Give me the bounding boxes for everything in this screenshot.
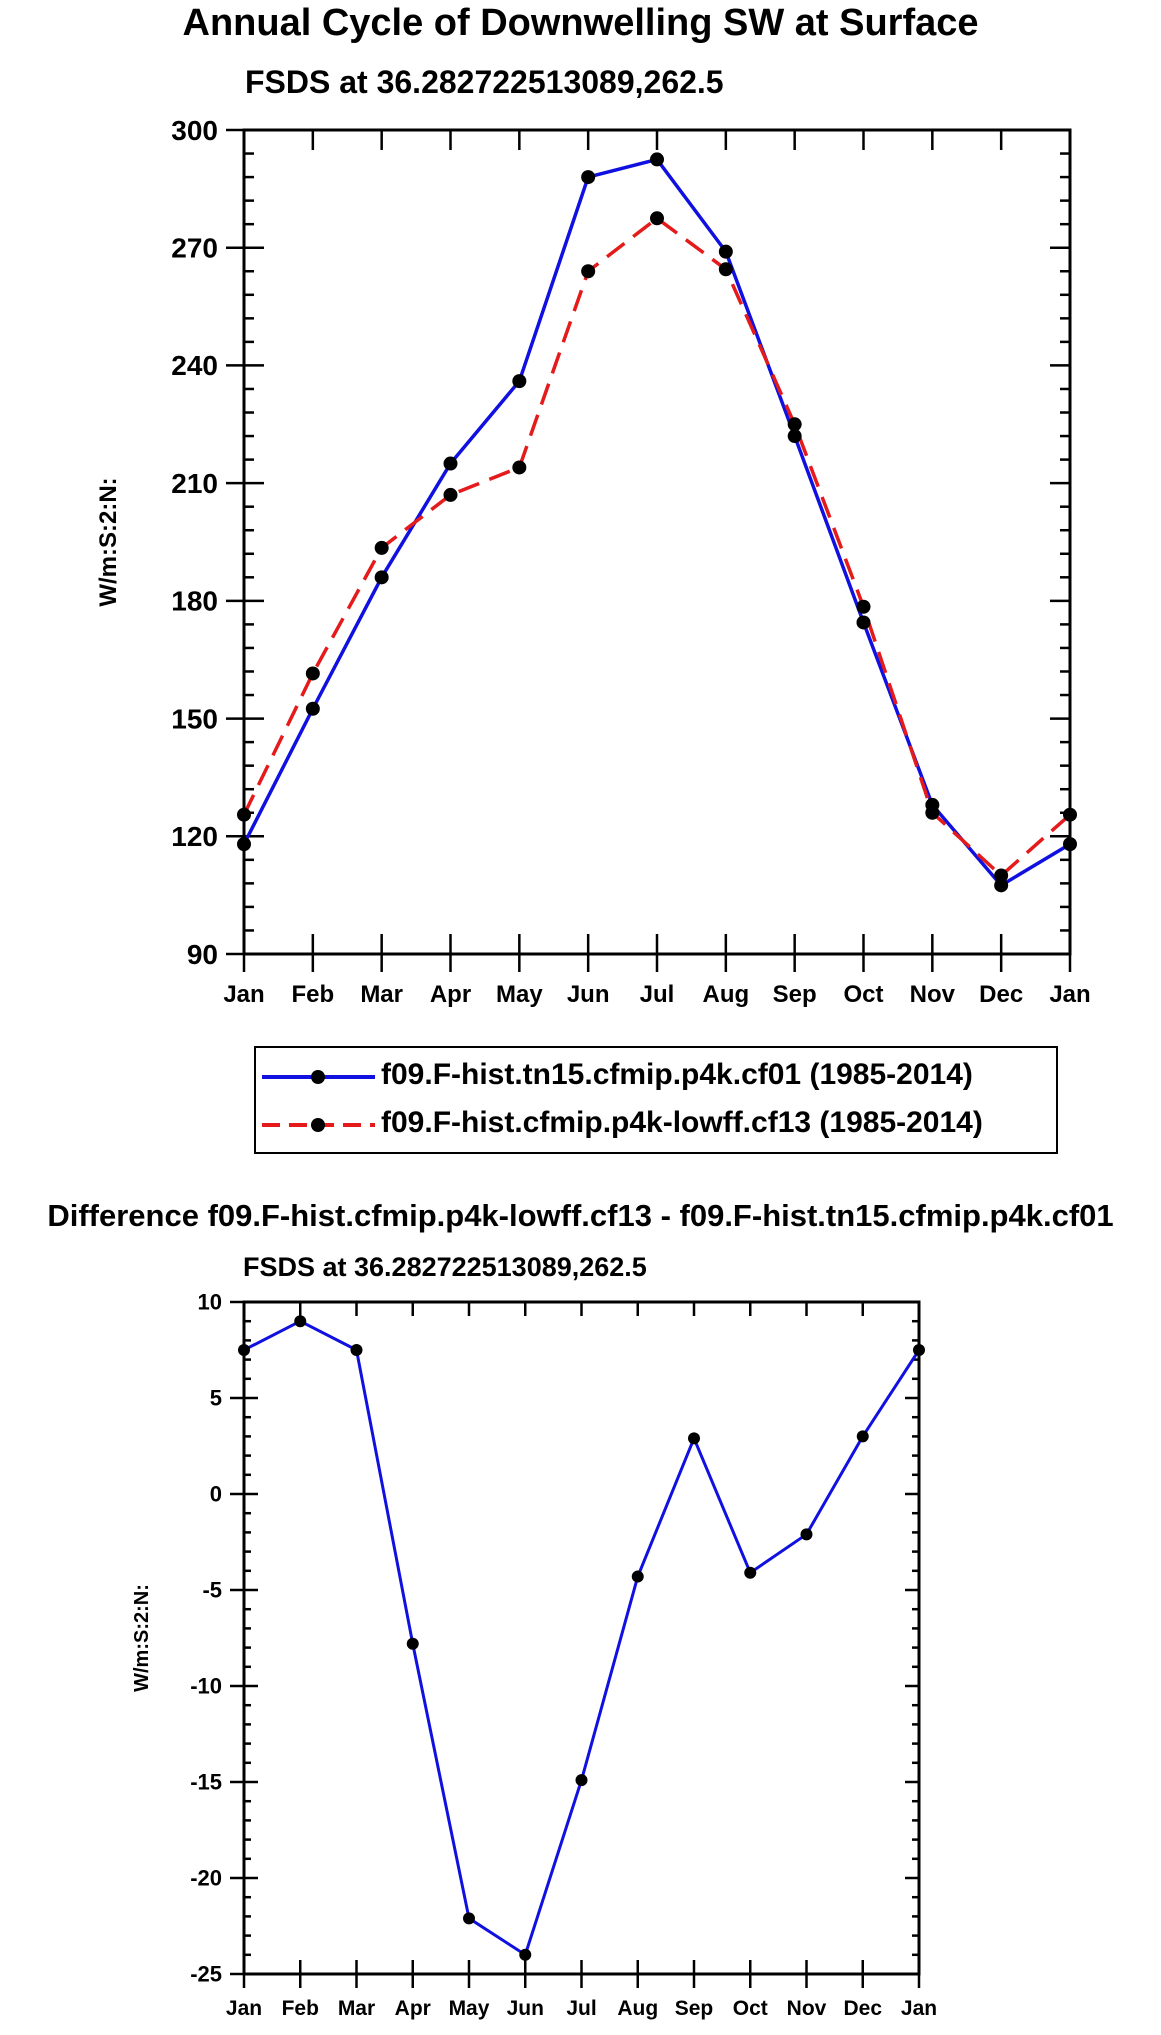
legend-entry-cf13: f09.F-hist.cfmip.p4k-lowff.cf13 (1985-20…: [256, 1102, 1056, 1148]
legend: f09.F-hist.tn15.cfmip.p4k.cf01 (1985-201…: [254, 1046, 1058, 1154]
data-point-s0: [688, 1432, 700, 1445]
data-point-s0: [744, 1566, 757, 1579]
x-tick-label: Jun: [507, 1997, 544, 2020]
x-tick-label: Sep: [675, 1997, 714, 2020]
data-point-s0: [575, 1774, 588, 1787]
y-tick-label: -20: [190, 1866, 222, 1891]
data-point-s1: [856, 599, 871, 614]
data-point-s0: [294, 1315, 307, 1328]
x-tick-label: Jul: [640, 981, 675, 1008]
y-tick-label: 90: [187, 939, 218, 970]
data-point-s1: [1063, 807, 1077, 822]
y-tick-label: 180: [171, 586, 218, 617]
x-tick-label: Jan: [226, 1997, 262, 2020]
data-point-s1: [650, 211, 664, 226]
x-tick-label: Apr: [395, 1997, 431, 2020]
difference-chart-subtitle: FSDS at 36.282722513089,262.5: [243, 1252, 647, 1282]
data-point-s1: [787, 417, 802, 432]
y-tick-label: 0: [210, 1482, 222, 1507]
series-line-0: [243, 1319, 921, 1957]
data-point-s0: [856, 615, 871, 630]
y-tick-label: 300: [171, 115, 218, 146]
chart-subtitle: FSDS at 36.282722513089,262.5: [245, 64, 724, 100]
data-point-s0: [856, 1430, 869, 1443]
data-point-s0: [443, 456, 458, 471]
x-tick-label: Nov: [787, 1997, 827, 2020]
data-point-s0: [237, 837, 251, 852]
x-tick-label: Aug: [617, 1997, 658, 2020]
x-tick-label: Dec: [843, 1997, 882, 2020]
y-tick-label: -10: [190, 1674, 222, 1699]
y-tick-label: 5: [210, 1386, 222, 1411]
x-tick-label: Feb: [282, 1997, 319, 2020]
data-point-s1: [512, 460, 527, 475]
x-tick-label: May: [496, 981, 543, 1008]
chart-title: Annual Cycle of Downwelling SW at Surfac…: [182, 2, 979, 44]
y-tick-label: 150: [171, 703, 218, 734]
data-point-s1: [994, 868, 1009, 883]
data-point-s0: [581, 170, 596, 185]
legend-swatch-solid: [262, 1070, 375, 1084]
x-tick-label: Mar: [360, 981, 403, 1008]
data-point-s0: [800, 1528, 813, 1541]
difference-chart-title: Difference f09.F-hist.cfmip.p4k-lowff.cf…: [47, 1198, 1114, 1233]
data-point-s0: [406, 1637, 419, 1650]
data-point-s1: [443, 487, 458, 502]
x-tick-label: Nov: [910, 981, 956, 1008]
data-point-s0: [994, 878, 1009, 893]
data-point-s0: [305, 701, 320, 716]
data-point-s1: [237, 807, 251, 822]
y-tick-label: 240: [171, 350, 218, 381]
x-tick-label: Jun: [567, 981, 610, 1008]
data-point-s0: [1063, 837, 1077, 852]
top-line-chart: 90 120 150 180 210 240 270 300 Jan Feb Mar Apr May Ju…: [95, 115, 1091, 1008]
data-point-s1: [925, 805, 940, 820]
plot-frame: [242, 1300, 921, 1976]
y-tick-label: 120: [171, 821, 218, 852]
y-axis-label: W/m:S:2:N:: [95, 477, 122, 606]
x-tick-label: Jan: [1049, 981, 1090, 1008]
y-tick-label: 270: [171, 233, 218, 264]
data-point-s0: [787, 429, 802, 444]
data-point-s0: [374, 570, 389, 585]
y-tick-label: -5: [202, 1578, 222, 1603]
x-tick-label: Oct: [733, 1997, 768, 2020]
data-point-s1: [374, 540, 389, 555]
y-tick-label: -15: [190, 1770, 222, 1795]
data-point-s0: [913, 1344, 925, 1356]
y-tick-label: 210: [171, 468, 218, 499]
data-point-s0: [512, 374, 527, 389]
data-point-s0: [350, 1344, 363, 1356]
data-point-s0: [519, 1948, 532, 1961]
x-tick-label: May: [449, 1997, 490, 2020]
data-point-s0: [650, 152, 664, 167]
data-point-s0: [463, 1912, 475, 1925]
data-point-s1: [581, 264, 596, 279]
x-tick-label: Jul: [566, 1997, 596, 2020]
x-tick-label: Apr: [430, 981, 471, 1008]
y-axis-label: W/m:S:2:N:: [131, 1584, 153, 1692]
x-tick-label: Sep: [773, 981, 817, 1008]
legend-swatch-dashed: [262, 1118, 375, 1132]
x-tick-label: Aug: [703, 981, 750, 1008]
data-point-s0: [718, 244, 733, 259]
legend-label-cf13: f09.F-hist.cfmip.p4k-lowff.cf13 (1985-20…: [381, 1106, 983, 1139]
x-tick-label: Jan: [901, 1997, 937, 2020]
x-tick-label: Jan: [223, 981, 264, 1008]
y-tick-label: -25: [190, 1962, 222, 1987]
x-tick-label: Dec: [979, 981, 1023, 1008]
data-point-s1: [718, 262, 733, 277]
data-point-s1: [305, 666, 320, 681]
x-tick-label: Oct: [843, 981, 883, 1008]
x-tick-label: Mar: [338, 1997, 375, 2020]
legend-entry-cf01: f09.F-hist.tn15.cfmip.p4k.cf01 (1985-201…: [256, 1054, 1056, 1100]
data-point-s0: [631, 1570, 644, 1583]
legend-label-cf01: f09.F-hist.tn15.cfmip.p4k.cf01 (1985-201…: [381, 1058, 973, 1091]
data-point-s0: [238, 1344, 250, 1356]
x-tick-label: Feb: [291, 981, 334, 1008]
y-tick-label: 10: [198, 1290, 222, 1315]
